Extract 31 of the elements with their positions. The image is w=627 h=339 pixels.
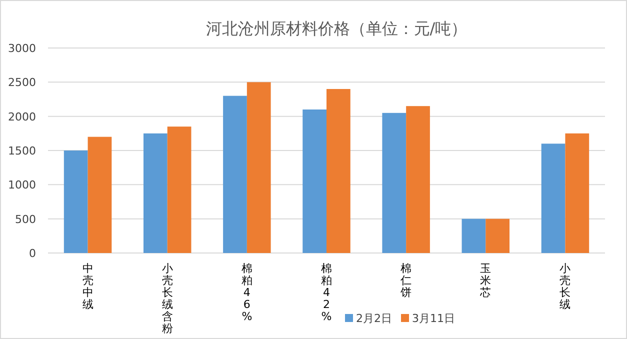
x-tick-label: 小壳长绒含粉 <box>162 262 173 335</box>
bar <box>64 150 88 253</box>
bar <box>382 112 406 253</box>
y-tick-label: 1500 <box>8 144 36 158</box>
y-tick-label: 1000 <box>8 178 36 192</box>
x-tick-label: 玉米芯 <box>479 262 492 299</box>
bar <box>246 82 271 253</box>
bar <box>326 89 350 253</box>
y-tick-label: 0 <box>29 247 36 260</box>
x-tick-label: 棉粕46% <box>241 262 252 323</box>
bar <box>541 144 566 253</box>
y-tick-label: 500 <box>15 212 36 226</box>
y-tick-label: 2500 <box>8 76 36 90</box>
bar <box>462 218 486 253</box>
bar <box>88 136 112 253</box>
legend-label: 2月2日 <box>356 312 392 325</box>
bar <box>565 133 590 253</box>
x-tick-label: 棉粕42% <box>321 262 332 323</box>
bar <box>406 106 430 253</box>
x-tick-label: 棉仁饼 <box>400 262 412 299</box>
chart-title: 河北沧州原材料价格（单位：元/吨） <box>206 19 468 38</box>
legend-label: 3月11日 <box>412 312 455 325</box>
y-tick-label: 2000 <box>8 110 36 124</box>
bar <box>223 96 247 253</box>
x-tick-label: 小壳长绒 <box>560 262 571 311</box>
y-tick-label: 3000 <box>8 42 36 55</box>
x-tick-label: 中壳中绒 <box>82 262 94 311</box>
bar <box>302 110 326 253</box>
bar <box>486 218 510 253</box>
bar <box>143 133 168 253</box>
bar <box>167 126 192 253</box>
